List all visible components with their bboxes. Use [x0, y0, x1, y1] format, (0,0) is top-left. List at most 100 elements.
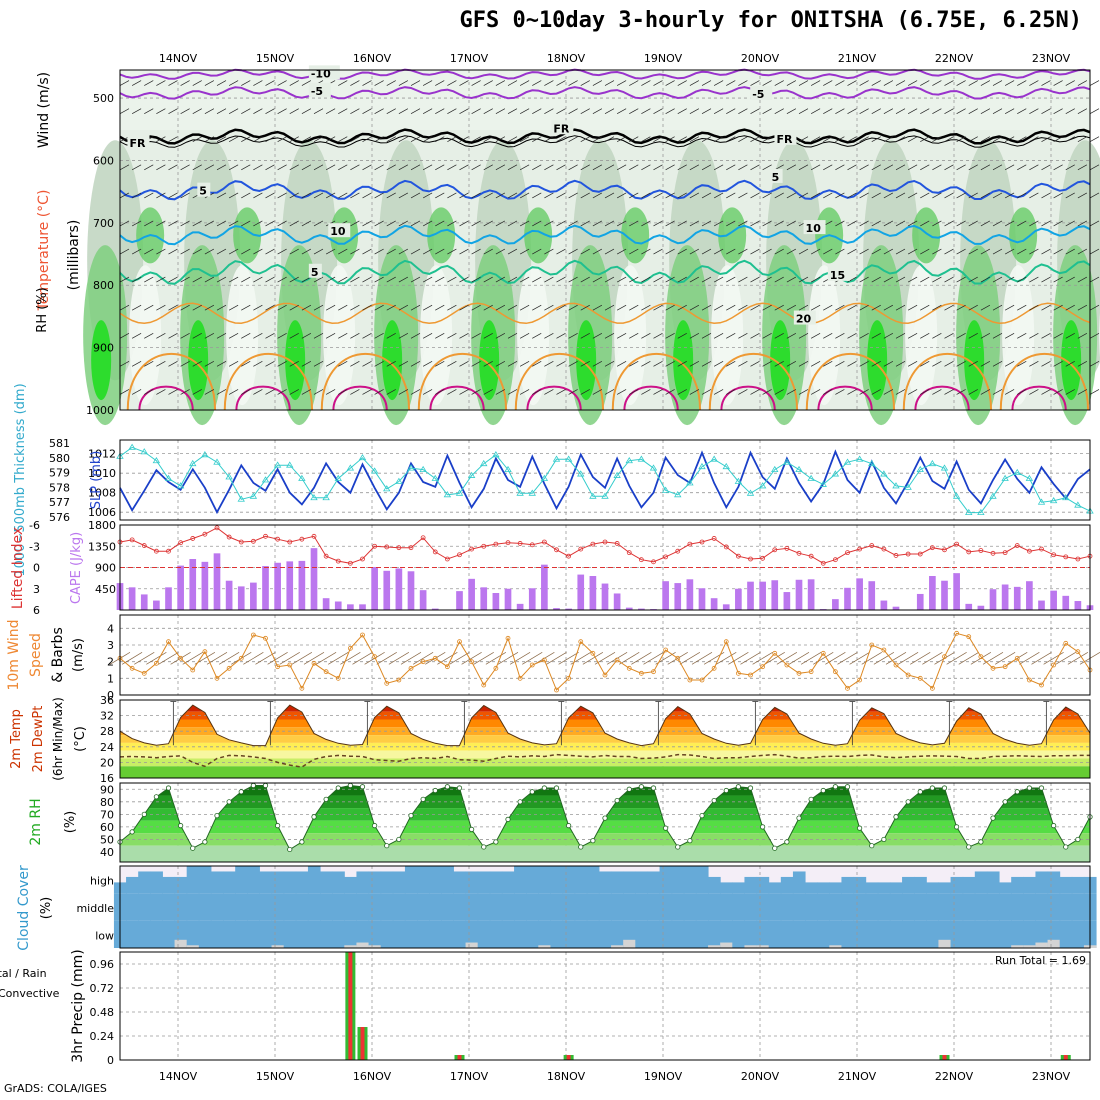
thickness-marker — [201, 451, 209, 458]
wind-barb — [471, 220, 481, 227]
wind-barb — [750, 332, 760, 339]
wind-barb — [204, 108, 215, 114]
wind-barb — [689, 248, 700, 255]
pressure-tick-label: 600 — [93, 154, 114, 167]
li-marker — [990, 550, 996, 556]
wind-barb — [119, 248, 130, 255]
wind-barb — [192, 136, 202, 143]
rh-marker — [881, 836, 887, 843]
wind-barb — [362, 304, 372, 311]
cloud-cell — [720, 893, 733, 921]
wind-barb — [265, 304, 275, 311]
wind-barb — [774, 220, 784, 227]
wind-barb — [980, 80, 991, 86]
wind-barb — [459, 136, 469, 143]
wind-barb — [1029, 108, 1039, 114]
wind-barb — [604, 80, 615, 86]
isotherm-label-bg — [197, 182, 211, 197]
wind-barb — [895, 332, 906, 339]
wind-barb — [641, 164, 651, 171]
li-marker — [626, 550, 632, 556]
wind-tick-label: 4 — [107, 622, 114, 635]
wind-barb — [859, 220, 869, 227]
wind-barb — [435, 361, 445, 367]
wind-barb — [907, 332, 918, 339]
top-date-label: 21NOV — [838, 52, 877, 65]
top-date-label: 18NOV — [547, 52, 586, 65]
rh-shade-cell — [673, 320, 694, 401]
cloud-cell — [429, 893, 442, 921]
wind-barb — [810, 136, 821, 143]
wind-barb — [1041, 361, 1051, 367]
cloud-cell — [1023, 876, 1036, 894]
wind-barb — [544, 276, 554, 283]
wind-barb — [216, 80, 227, 86]
wind-barb — [374, 276, 384, 283]
wind-barb — [653, 304, 663, 311]
wind-barb — [362, 248, 372, 255]
wind-speed-marker — [1051, 662, 1057, 668]
rh-marker — [481, 844, 487, 850]
cloud-cell — [756, 893, 770, 921]
cloud-cell — [780, 893, 794, 921]
wind-barb — [495, 220, 506, 227]
li-marker — [384, 544, 390, 550]
cloud-cell — [611, 871, 624, 894]
rh-shade-cell — [524, 207, 553, 264]
wind-barb — [313, 361, 324, 367]
wind-barb — [265, 136, 275, 143]
cloud-cell — [1035, 920, 1049, 948]
isotherm-25-arc — [332, 385, 388, 411]
wind-barb — [507, 304, 518, 311]
wind-barb — [944, 136, 954, 143]
wind-barb — [338, 332, 348, 339]
wind-barb — [289, 304, 299, 311]
wind-barb — [459, 332, 469, 339]
isotherm-label: 5 — [772, 171, 780, 184]
wind-barb — [483, 108, 493, 114]
cloud-cell — [926, 893, 939, 921]
wind-barb — [168, 276, 178, 283]
wind-barb — [192, 164, 202, 171]
cloud-cell — [526, 893, 539, 921]
wind-barb — [665, 80, 675, 86]
wind-barb — [507, 248, 518, 255]
cloud-cell — [768, 893, 782, 921]
wind-barb — [726, 220, 736, 227]
wind-barb — [871, 332, 881, 339]
cloud-cell — [392, 920, 406, 948]
thickness-marker — [977, 508, 985, 515]
wind-barb — [592, 80, 603, 86]
wind-barb — [689, 80, 700, 86]
wind-barb — [835, 332, 845, 339]
wind-barb — [374, 361, 384, 367]
cloud-cell — [417, 893, 430, 921]
rh-marker — [299, 839, 305, 845]
wind-barb — [956, 304, 966, 311]
rh-shade-cell — [718, 207, 747, 264]
wind-barb — [968, 389, 978, 395]
wind-barb — [289, 80, 299, 86]
wind-barb — [580, 136, 590, 143]
wind-barb — [883, 389, 894, 395]
surface-wind-barb — [679, 652, 701, 665]
temp-line — [119, 704, 1091, 747]
thickness-marker — [480, 459, 488, 467]
wind-speed-marker — [250, 632, 256, 638]
wind-barb — [398, 164, 409, 171]
wind-barb — [386, 80, 396, 86]
wind-barb — [495, 192, 506, 199]
wind-barb — [301, 361, 312, 367]
cape-bar — [225, 580, 233, 610]
wind-barb — [483, 332, 493, 339]
wind-barb — [228, 164, 239, 171]
precip-bar-convective — [360, 1027, 365, 1060]
wind-barb — [798, 276, 809, 283]
rh-marker — [747, 785, 754, 791]
wind-barb — [823, 361, 833, 367]
isotherm-label: -10 — [311, 67, 331, 80]
thickness-marker — [298, 474, 306, 481]
wind-barb — [835, 164, 845, 171]
wind-barb — [629, 389, 639, 395]
cloud-cell — [295, 871, 309, 894]
